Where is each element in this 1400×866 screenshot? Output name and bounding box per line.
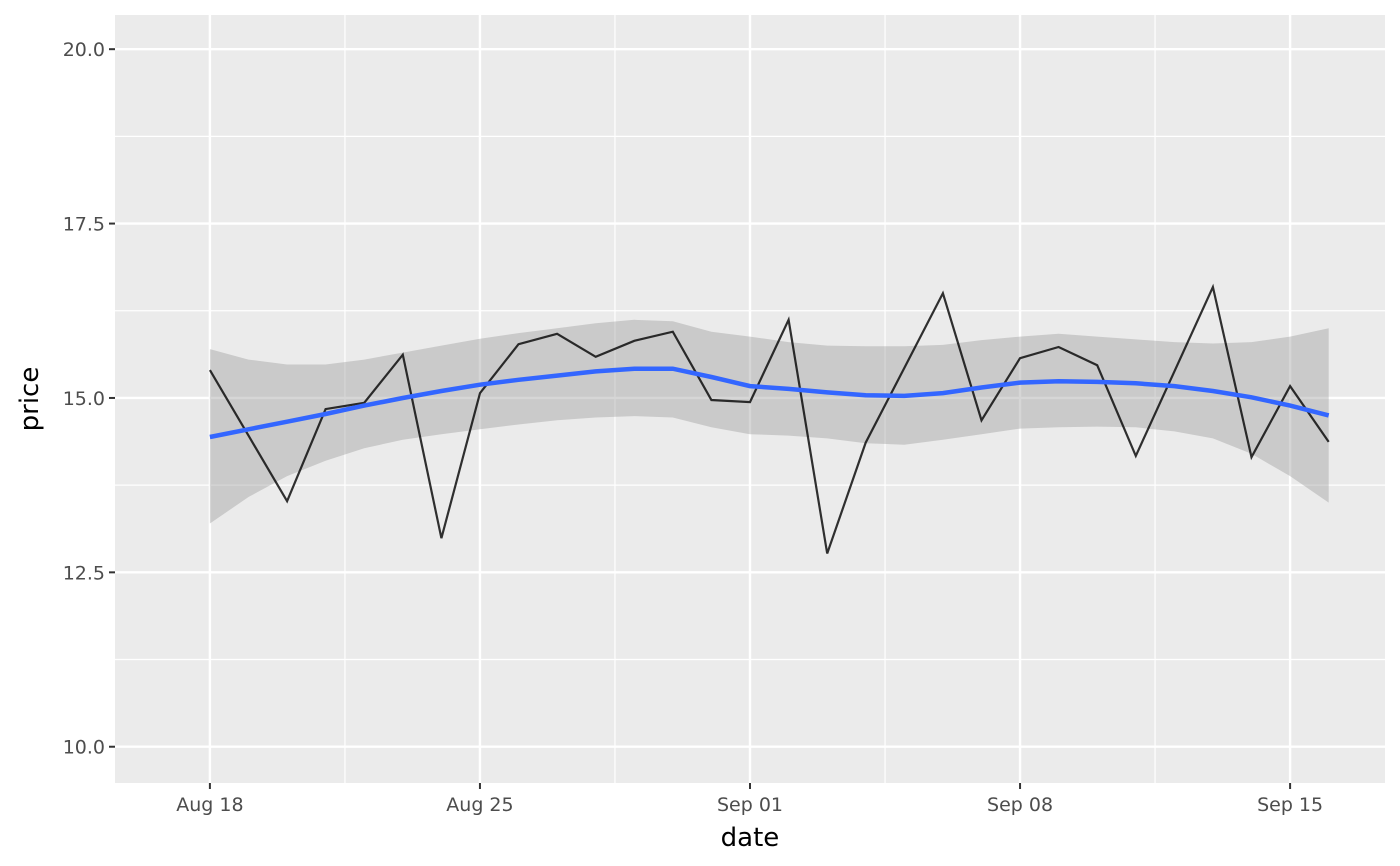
x-tick-label: Aug 25 xyxy=(446,794,513,816)
y-tick-label: 20.0 xyxy=(63,39,105,61)
y-tick-label: 12.5 xyxy=(63,562,105,584)
x-tick-label: Sep 08 xyxy=(987,794,1053,816)
y-tick-label: 17.5 xyxy=(63,214,105,236)
x-tick-label: Sep 15 xyxy=(1257,794,1323,816)
price-line xyxy=(208,283,1330,554)
y-tick-label: 10.0 xyxy=(63,737,105,759)
x-tick-label: Aug 18 xyxy=(176,794,243,816)
y-tick-label: 15.0 xyxy=(63,388,105,410)
confidence-band xyxy=(209,319,1329,524)
x-axis-label: date xyxy=(721,823,780,853)
smooth-line xyxy=(209,366,1330,440)
y-axis-label: price xyxy=(15,367,45,432)
x-tick-label: Sep 01 xyxy=(717,794,783,816)
